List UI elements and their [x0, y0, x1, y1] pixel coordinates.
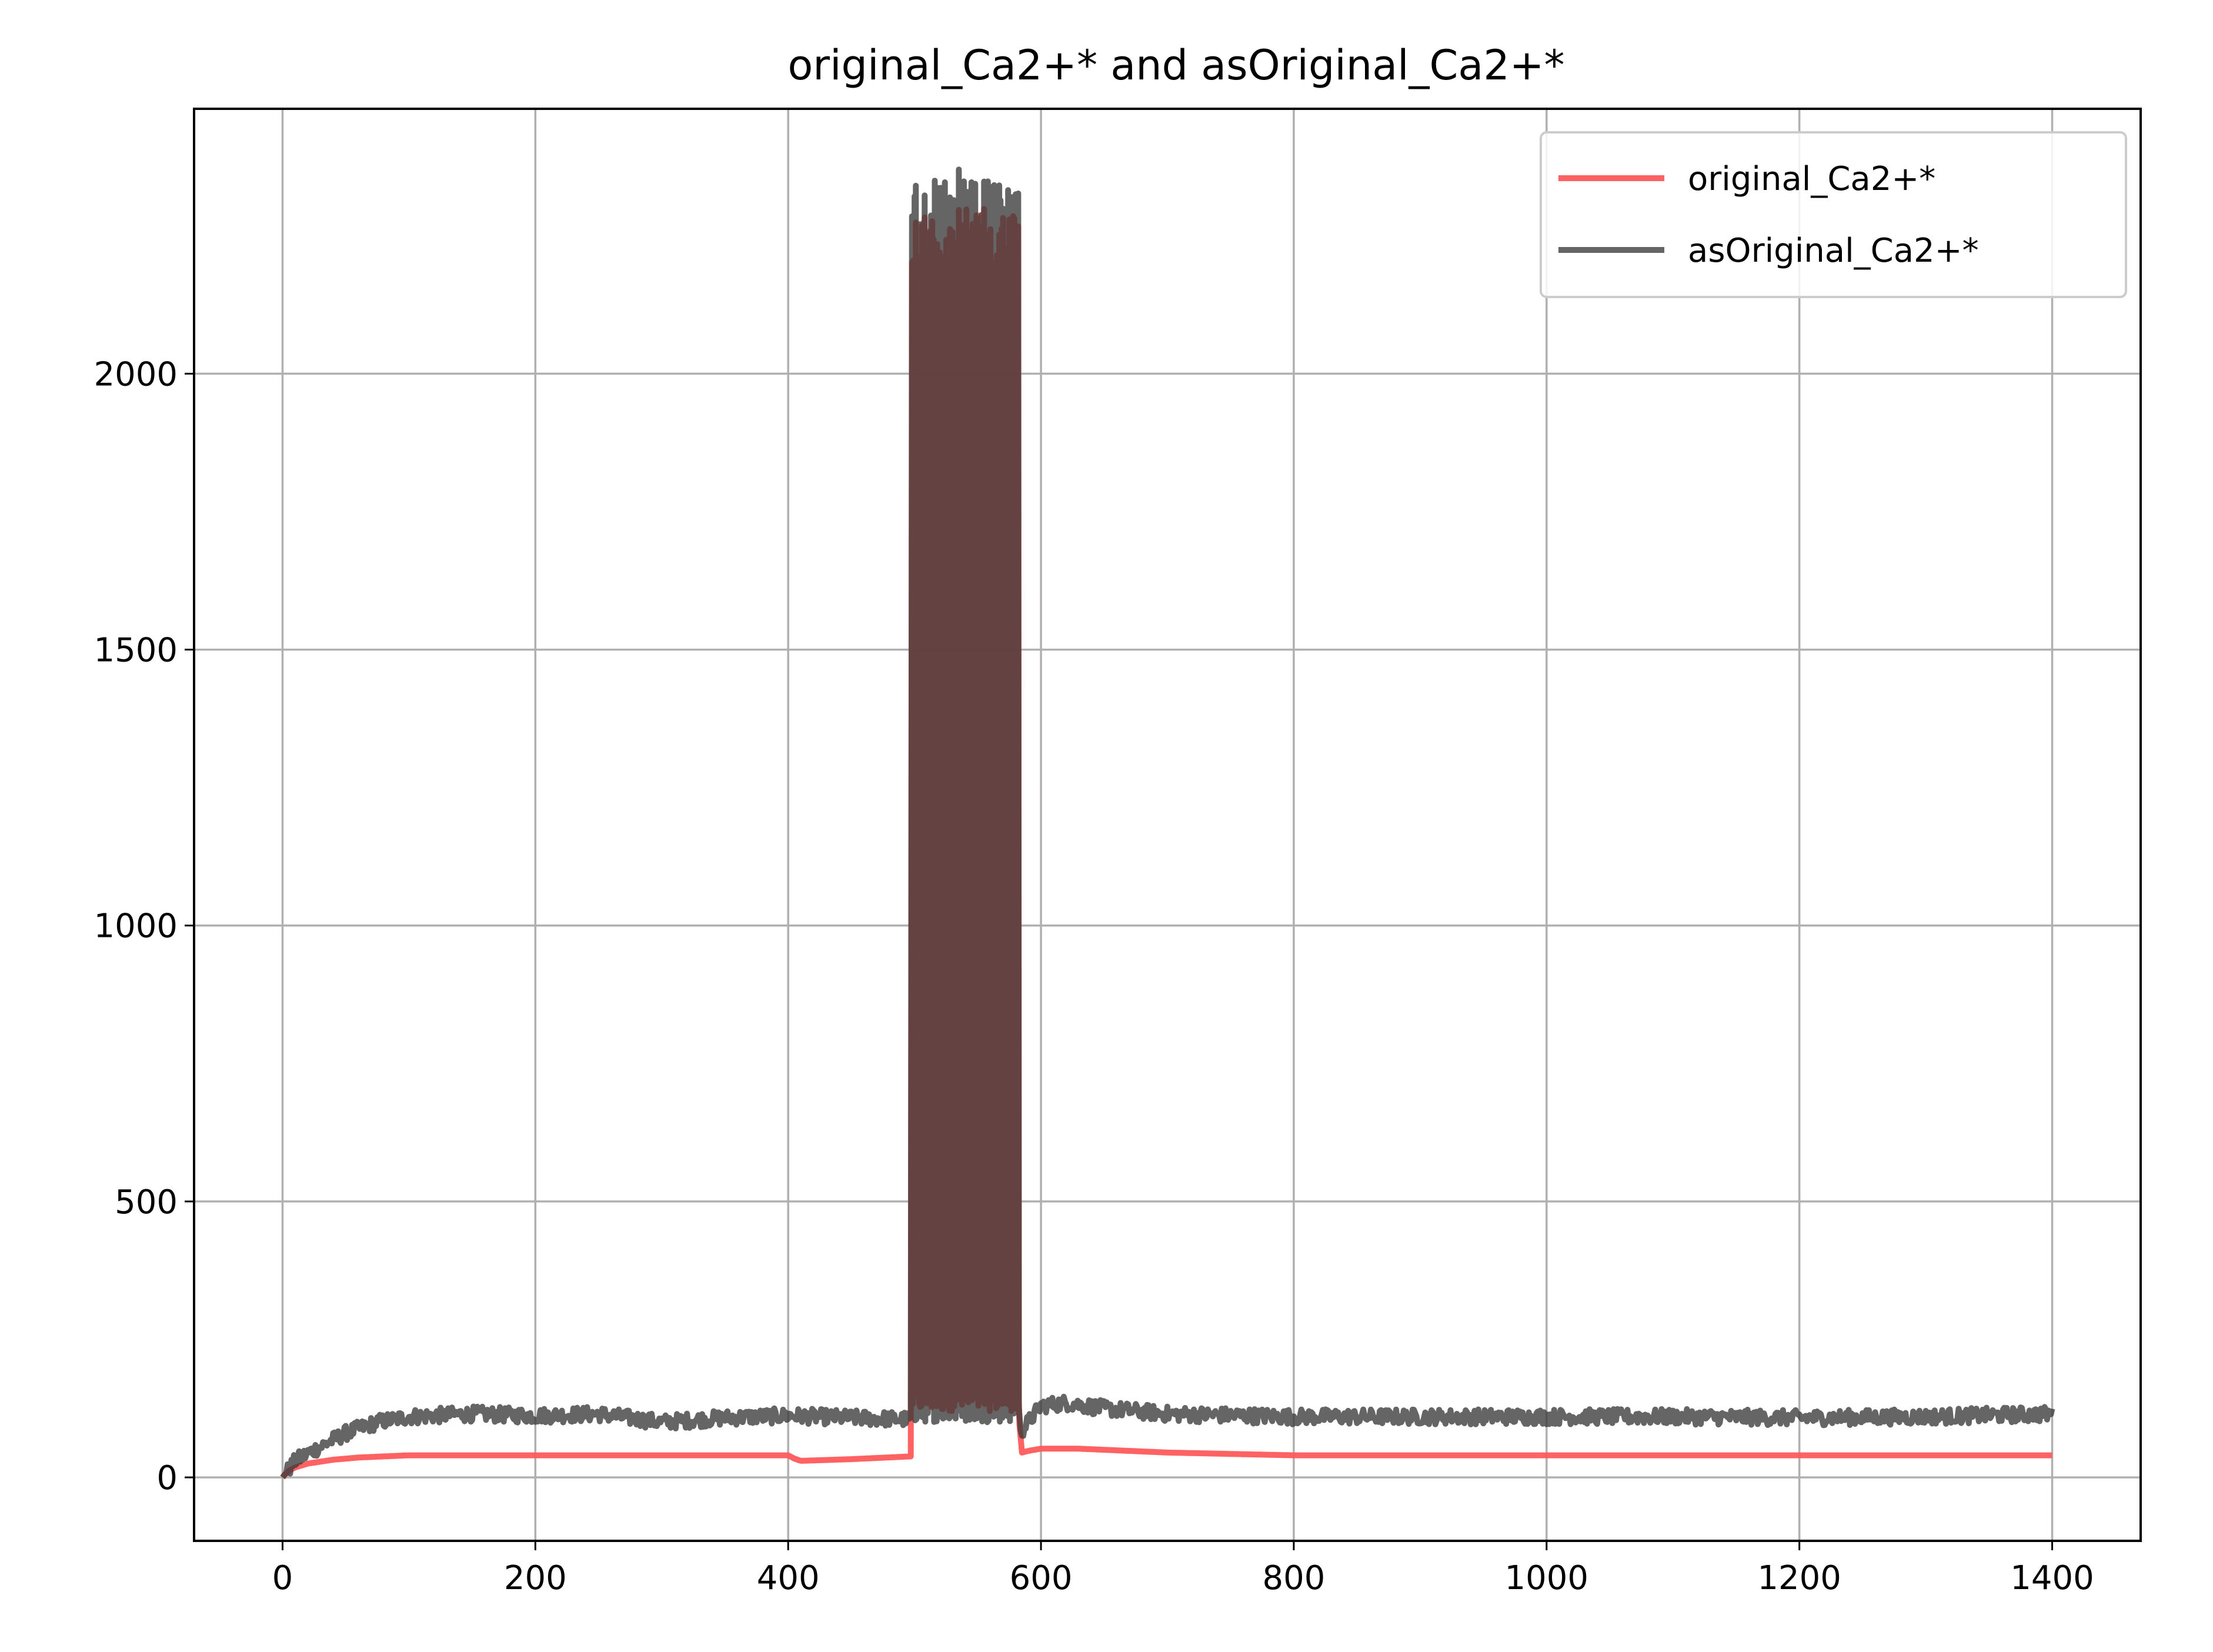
- x-tick-label: 800: [1262, 1559, 1325, 1597]
- x-tick-label: 1000: [1505, 1559, 1589, 1597]
- plot-frame: [193, 108, 2142, 1542]
- x-tick-label: 400: [757, 1559, 820, 1597]
- series-layer: [280, 166, 2055, 1480]
- legend-label: original_Ca2+*: [1688, 160, 1935, 198]
- y-tick-label: 1500: [94, 632, 178, 670]
- legend-label: asOriginal_Ca2+*: [1688, 232, 1979, 270]
- legend-box: [1540, 131, 2127, 298]
- x-tick-label: 1200: [1757, 1559, 1841, 1597]
- series-line-original: [280, 206, 2054, 1480]
- x-tick-label: 0: [272, 1559, 293, 1597]
- axis-ticks: 0 200 400 600 800 1000 1200 1400 0 500 1000 1500 200…: [94, 355, 2094, 1597]
- x-tick-label: 1400: [2010, 1559, 2094, 1597]
- legend: original_Ca2+* asOriginal_Ca2+*: [1540, 131, 2127, 298]
- series-line-asoriginal: [280, 166, 2055, 1480]
- y-tick-label: 0: [156, 1459, 178, 1497]
- chart-title: original_Ca2+* and asOriginal_Ca2+*: [787, 41, 1564, 89]
- y-tick-label: 1000: [94, 907, 178, 946]
- x-tick-label: 200: [504, 1559, 567, 1597]
- y-tick-label: 2000: [94, 355, 178, 393]
- y-tick-label: 500: [115, 1183, 178, 1222]
- x-tick-label: 600: [1010, 1559, 1073, 1597]
- grid: [194, 109, 2141, 1541]
